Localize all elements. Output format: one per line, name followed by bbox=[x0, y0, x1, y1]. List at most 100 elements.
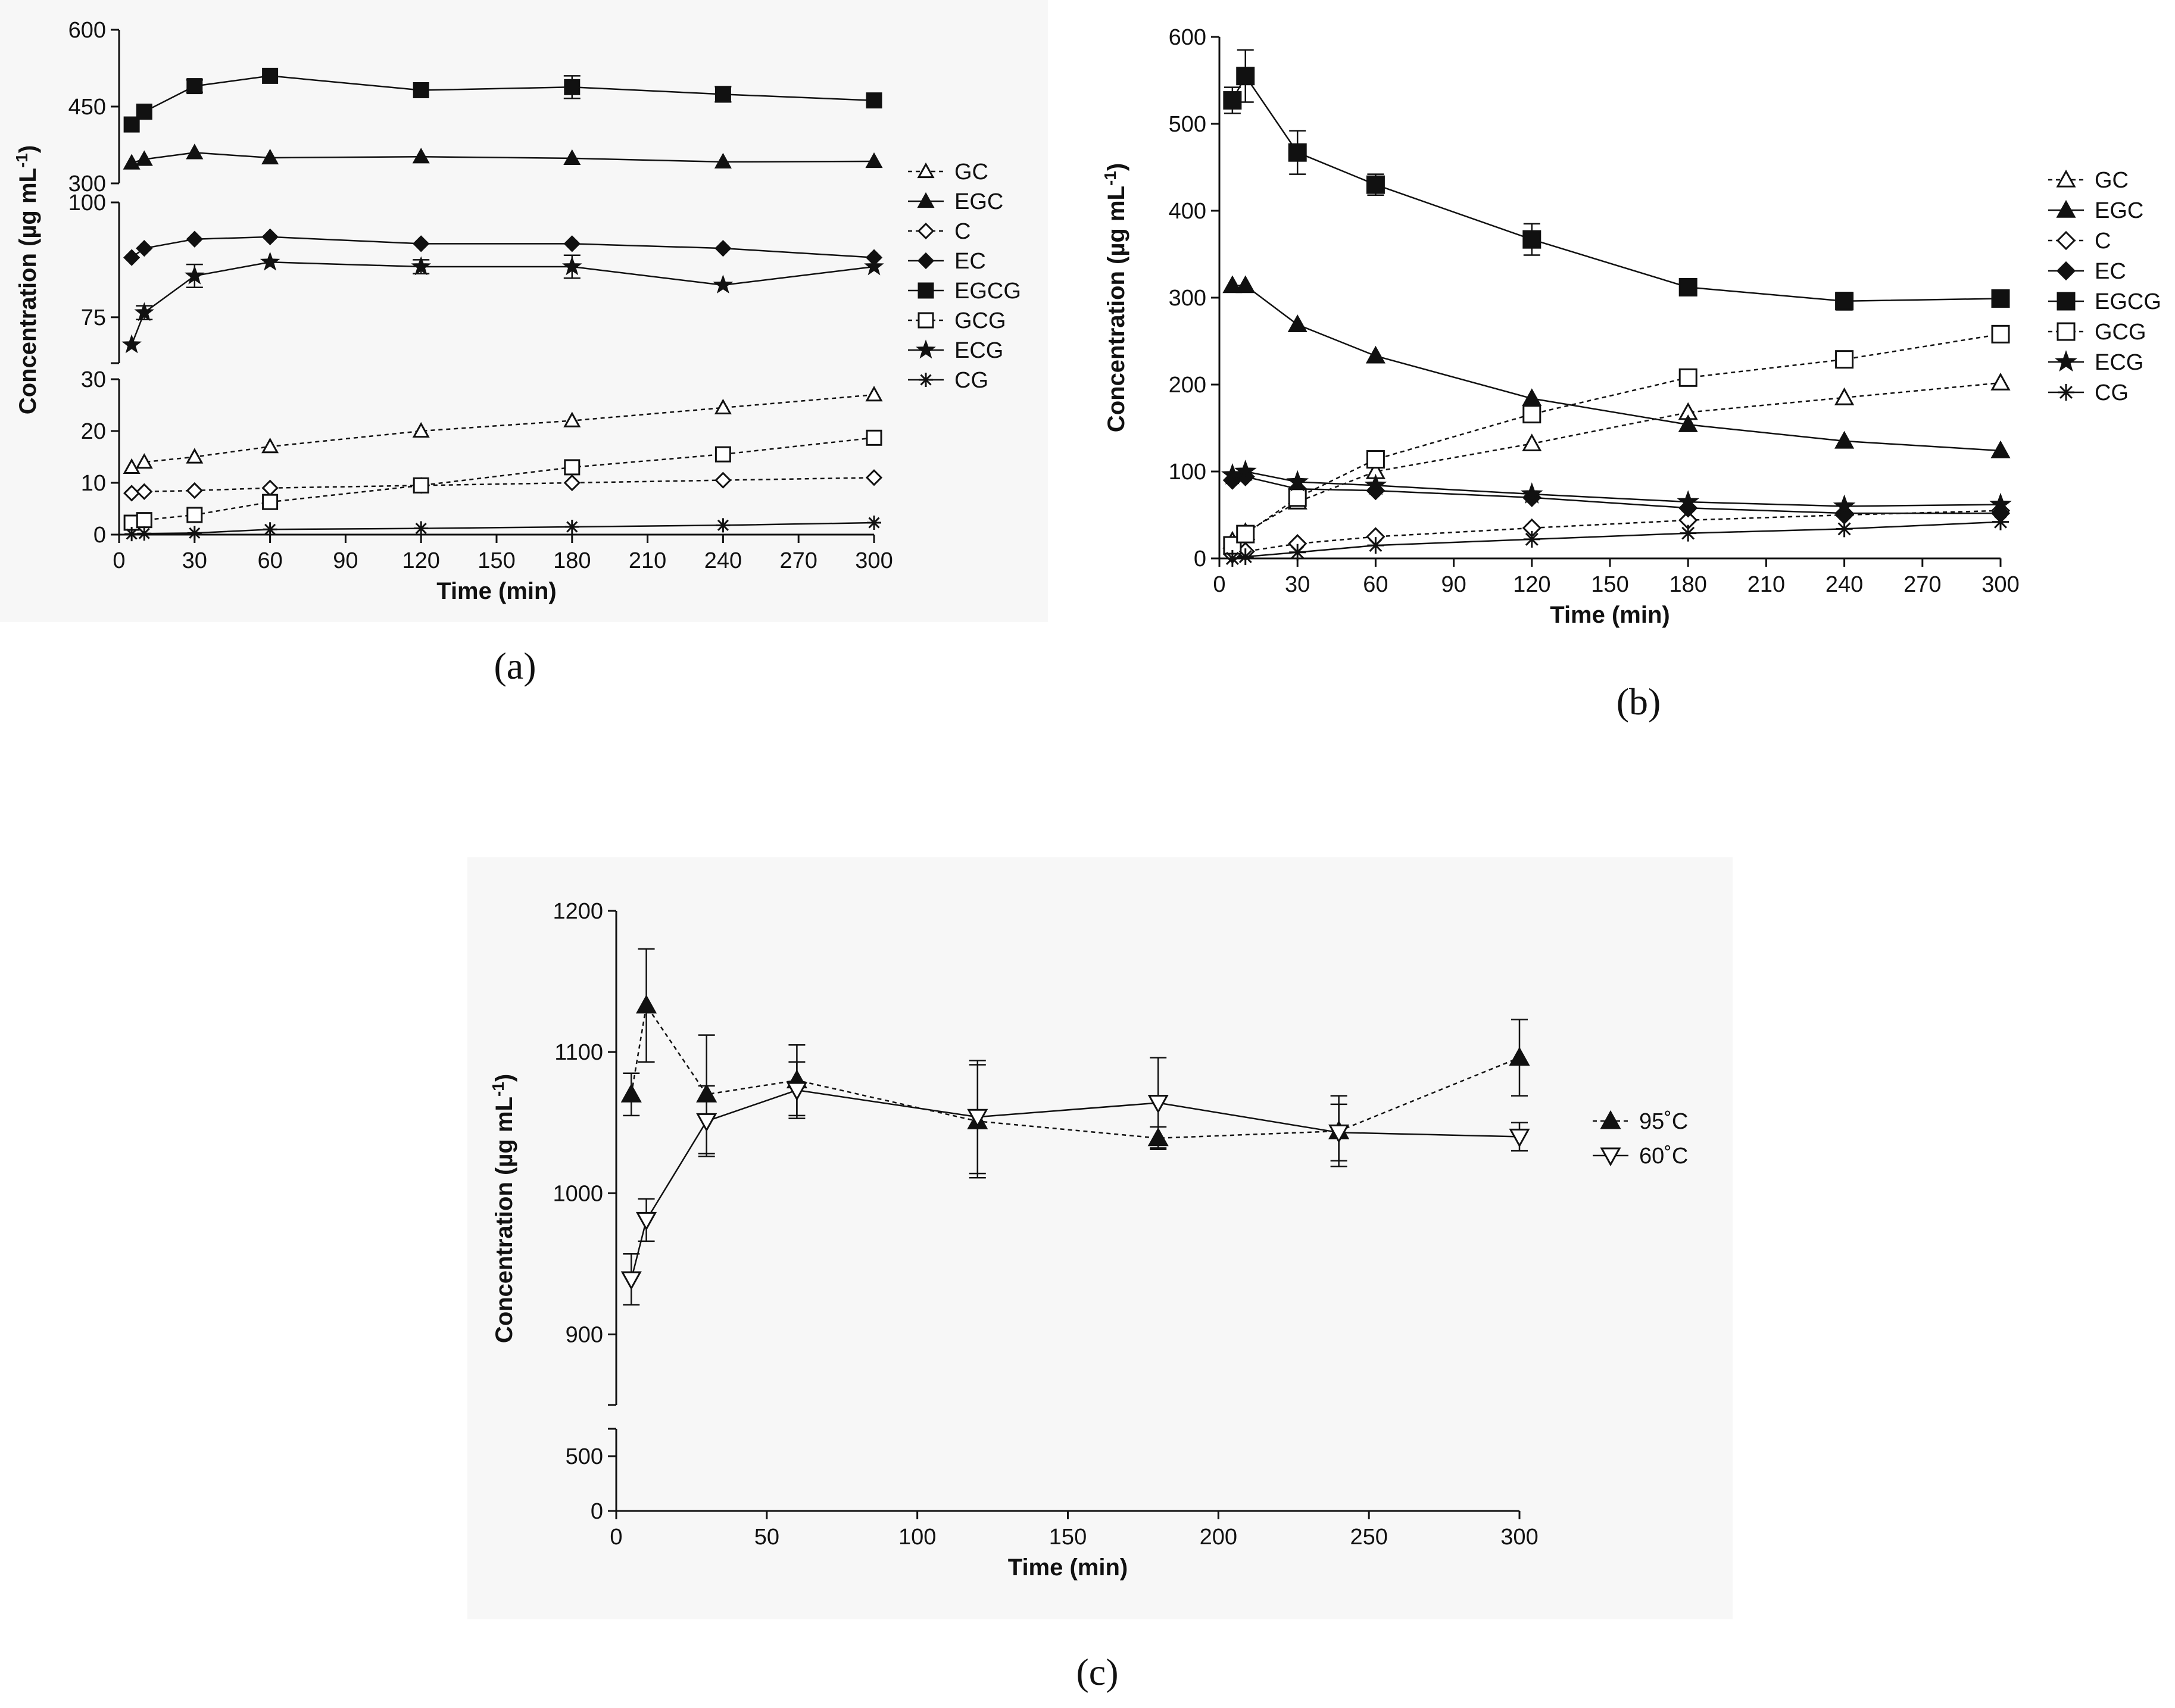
data-point-egc-240 bbox=[714, 152, 732, 168]
data-point-gcg-120 bbox=[1522, 405, 1541, 424]
data-point-gc-300 bbox=[1990, 372, 2011, 391]
data-point-cg-10 bbox=[1237, 548, 1254, 566]
caption-c: (c) bbox=[1076, 1651, 1118, 1693]
data-point-60-c-300 bbox=[1509, 1128, 1530, 1148]
y-tick-label-10: 10 bbox=[81, 471, 106, 496]
legend-marker-cg bbox=[919, 373, 933, 387]
legend-label-gc: GC bbox=[954, 160, 988, 185]
data-point-ec-30 bbox=[186, 230, 203, 248]
data-point-ec-10 bbox=[136, 240, 153, 257]
legend-marker-egcg bbox=[918, 282, 934, 299]
data-point-gc-300 bbox=[865, 386, 883, 402]
legend-label-gcg: GCG bbox=[954, 308, 1006, 333]
data-point-ec-240 bbox=[714, 240, 732, 257]
data-point-egc-300 bbox=[865, 152, 883, 168]
legend-marker-gcg bbox=[2057, 322, 2076, 341]
x-tick-label-90: 90 bbox=[1441, 572, 1466, 597]
data-point-cg-10 bbox=[137, 526, 152, 541]
legend-marker-ecg bbox=[2055, 350, 2077, 372]
data-point-ecg-300 bbox=[864, 256, 884, 276]
data-point-egcg-60 bbox=[262, 67, 279, 84]
series-c bbox=[1222, 501, 2011, 564]
x-tick-label-240: 240 bbox=[1825, 572, 1863, 597]
data-point-cg-120 bbox=[1523, 530, 1540, 548]
data-point-egcg-10 bbox=[1236, 67, 1255, 86]
data-point-cg-60 bbox=[1367, 537, 1384, 554]
legend-label-cg: CG bbox=[954, 368, 988, 393]
data-point-cg-240 bbox=[1836, 520, 1853, 538]
chart-panel-c: 0 500 900 1000 1100 1200 0 50 100 150 200 250 300 Tim… bbox=[489, 899, 1688, 1581]
data-point-egcg-5 bbox=[1223, 91, 1242, 110]
panel-c-background bbox=[467, 857, 1733, 1619]
y-tick-label-200: 200 bbox=[1169, 373, 1206, 398]
series-line-egc bbox=[131, 152, 875, 164]
legend-label-c: C bbox=[954, 219, 971, 244]
legend-marker-cg bbox=[2058, 384, 2074, 401]
y-axis-title: Concentration (µg mL-1) bbox=[1101, 163, 1129, 432]
data-point-ecg-180 bbox=[1677, 490, 1700, 512]
data-point-gcg-240 bbox=[714, 446, 731, 463]
data-point-egc-60 bbox=[1365, 345, 1385, 364]
data-point-egcg-30 bbox=[1288, 143, 1307, 162]
data-point-gcg-300 bbox=[866, 429, 882, 446]
series-line-cg bbox=[132, 522, 875, 535]
x-tick-label-270: 270 bbox=[1903, 572, 1941, 597]
series-egc bbox=[123, 143, 883, 170]
data-point-egc-30 bbox=[1287, 314, 1308, 332]
data-point-ecg-60 bbox=[1364, 473, 1387, 495]
y-axis-title-text: Concentration (µg mL bbox=[1103, 186, 1129, 432]
data-point-cg-180 bbox=[1680, 524, 1697, 542]
data-point-egc-240 bbox=[1834, 430, 1855, 449]
data-point-ec-5 bbox=[123, 249, 141, 266]
x-tick-label-300: 300 bbox=[1981, 572, 2019, 597]
data-point-gcg-10 bbox=[136, 512, 152, 529]
legend-label-egcg: EGCG bbox=[2095, 289, 2161, 314]
data-point-cg-300 bbox=[867, 515, 881, 530]
data-point-gcg-120 bbox=[413, 477, 429, 494]
data-point-gc-60 bbox=[261, 438, 279, 454]
data-point-gcg-30 bbox=[186, 507, 203, 523]
y-tick-label-600: 600 bbox=[68, 18, 106, 43]
data-point-cg-300 bbox=[1992, 513, 2009, 530]
series-line-ecg bbox=[130, 261, 875, 345]
y-tick-label-300: 300 bbox=[68, 171, 106, 196]
data-point-egc-10 bbox=[135, 150, 153, 166]
series-cg bbox=[1224, 513, 2009, 567]
x-tick-label-210: 210 bbox=[1748, 572, 1785, 597]
legend-label-ecg: ECG bbox=[2095, 350, 2143, 375]
legend-label-gcg: GCG bbox=[2095, 320, 2146, 345]
y-tick-label-30: 30 bbox=[81, 367, 106, 392]
x-tick-label-120: 120 bbox=[1513, 572, 1550, 597]
x-axis-title: Time (min) bbox=[1008, 1554, 1128, 1581]
data-point-egcg-300 bbox=[866, 92, 882, 109]
data-point-cg-5 bbox=[1224, 550, 1241, 567]
legend-marker-c bbox=[917, 222, 935, 240]
data-point-c-5 bbox=[123, 485, 141, 502]
data-point-ecg-300 bbox=[1989, 492, 2012, 514]
caption-a: (a) bbox=[494, 645, 536, 687]
y-tick-label-1100: 1100 bbox=[554, 1040, 603, 1065]
legend-label-ec: EC bbox=[954, 249, 986, 274]
y-tick-label-100: 100 bbox=[1169, 460, 1206, 485]
legend-label-gc: GC bbox=[2095, 168, 2129, 193]
data-point-gc-180 bbox=[563, 411, 581, 427]
y-axis-title-close: ) bbox=[15, 145, 41, 153]
y-tick-label-400: 400 bbox=[1169, 199, 1206, 224]
legend-marker-egcg bbox=[2057, 292, 2076, 311]
data-point-c-300 bbox=[865, 469, 883, 486]
y-tick-label-900: 900 bbox=[566, 1322, 603, 1347]
series-line-c bbox=[131, 477, 875, 494]
series-ec bbox=[1222, 467, 2011, 523]
data-point-cg-30 bbox=[187, 526, 202, 541]
y-tick-label-500: 500 bbox=[1169, 112, 1206, 137]
data-point-gcg-10 bbox=[1236, 524, 1255, 544]
y-tick-label-1200: 1200 bbox=[553, 899, 603, 924]
data-point-60-c-30 bbox=[696, 1113, 717, 1132]
data-point-gcg-60 bbox=[1366, 450, 1385, 469]
data-point-ecg-120 bbox=[411, 256, 432, 276]
series-line-60-c bbox=[631, 1089, 1520, 1280]
y-tick-label-0: 0 bbox=[1194, 547, 1206, 572]
y-axis-title-text: Concentration (µg mL bbox=[15, 168, 41, 414]
data-point-60-c-10 bbox=[636, 1211, 657, 1231]
data-point-gcg-300 bbox=[1991, 324, 2010, 344]
